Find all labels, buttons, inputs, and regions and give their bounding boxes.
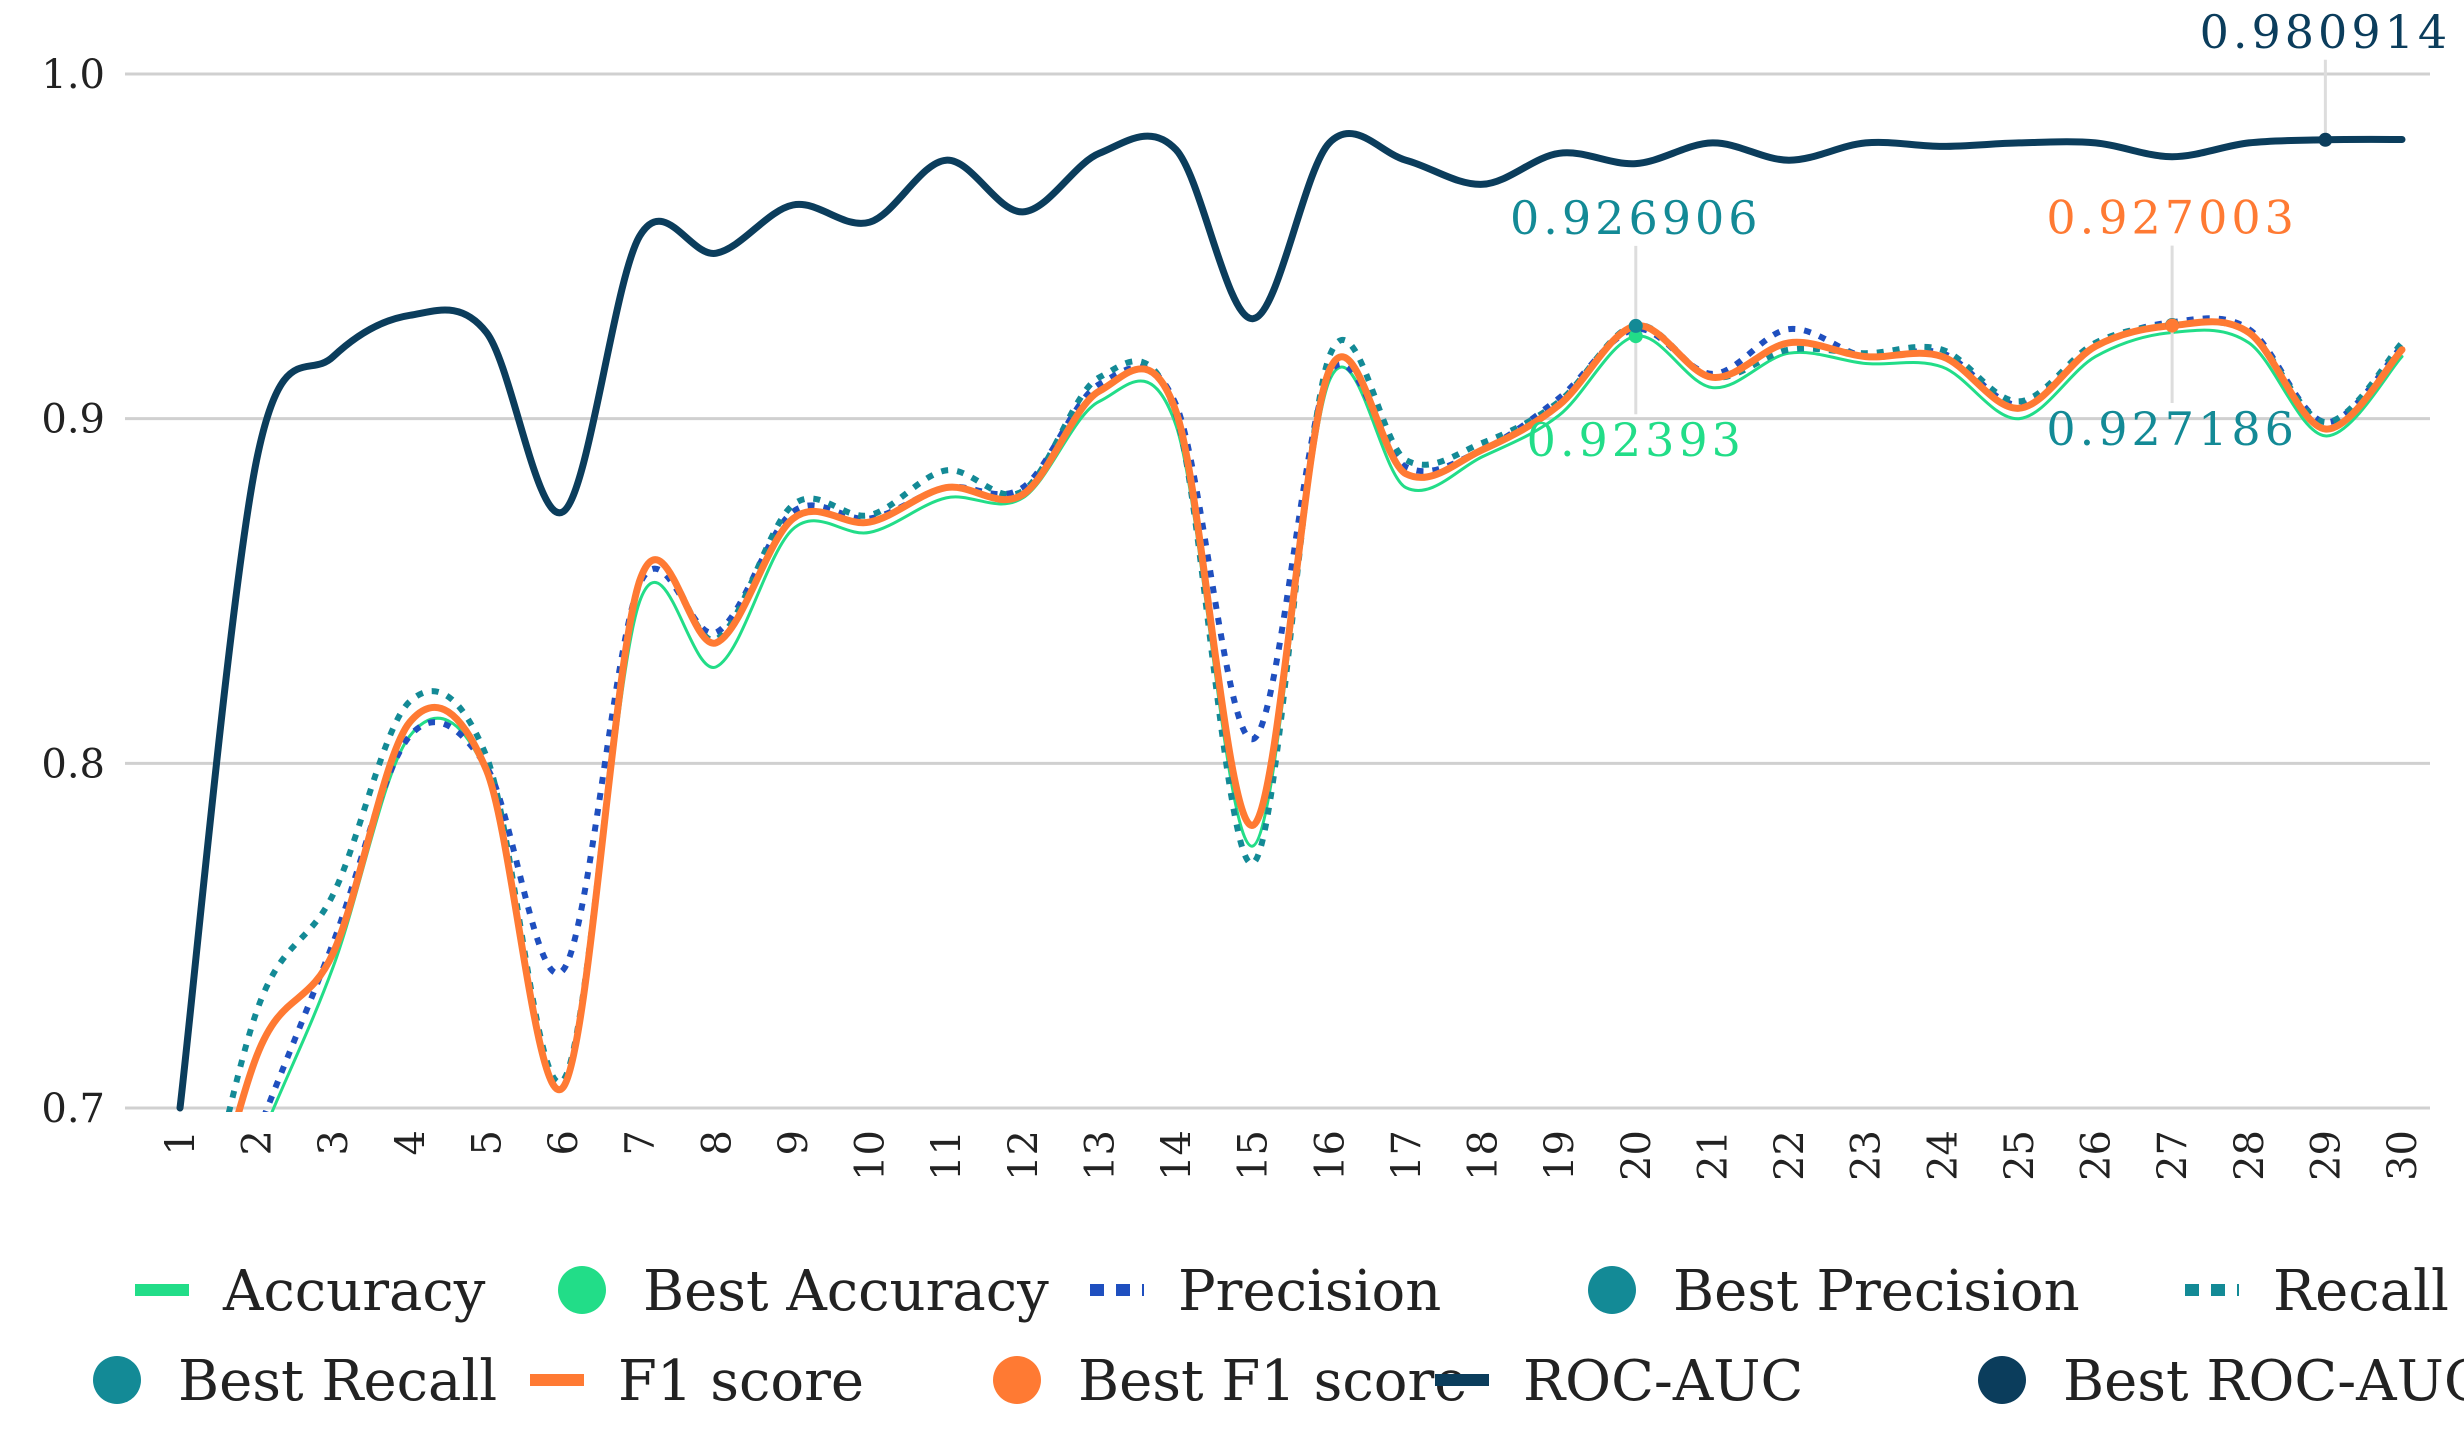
y-tick-label: 1.0 xyxy=(41,52,105,98)
y-tick-label: 0.8 xyxy=(41,741,105,787)
x-tick-label: 7 xyxy=(618,1130,664,1155)
x-tick-label: 3 xyxy=(311,1130,357,1155)
x-tick-label: 19 xyxy=(1537,1130,1583,1181)
annotations: 0.926906 0.92393 0.927003 0.927186 0.980914 xyxy=(1510,5,2452,467)
series-line-accuracy xyxy=(270,328,2404,1112)
annotation-label: 0.927186 xyxy=(2046,402,2298,456)
series-line-roc-auc xyxy=(176,130,2406,1112)
series-line-recall xyxy=(225,319,2405,1112)
annotation-label: 0.926906 xyxy=(1510,191,1762,245)
x-tick-label: 9 xyxy=(771,1130,817,1155)
annotation-label: 0.92393 xyxy=(1527,413,1745,467)
x-tick-label: 12 xyxy=(1001,1130,1047,1181)
legend-label: Accuracy xyxy=(222,1259,486,1324)
legend-swatch-dot xyxy=(993,1356,1041,1404)
legend-label: ROC-AUC xyxy=(1523,1349,1803,1414)
best-marker-best-accuracy xyxy=(1628,329,1643,344)
x-tick-label: 23 xyxy=(1844,1130,1890,1181)
legend-swatch-dot xyxy=(558,1266,606,1314)
legend-label: Best Accuracy xyxy=(643,1259,1049,1324)
x-tick-label: 4 xyxy=(388,1130,434,1155)
x-tick-label: 21 xyxy=(1690,1130,1736,1181)
gridlines xyxy=(125,72,2430,1110)
x-tick-label: 22 xyxy=(1767,1130,1813,1181)
best-marker-best-precision xyxy=(1628,318,1643,333)
series-line-precision xyxy=(262,315,2405,1112)
x-tick-label: 26 xyxy=(2074,1130,2120,1181)
y-tick-label: 0.7 xyxy=(41,1086,105,1132)
x-tick-label: 8 xyxy=(694,1130,740,1155)
x-tick-label: 17 xyxy=(1384,1130,1430,1181)
legend-label: Best ROC-AUC xyxy=(2063,1349,2464,1414)
legend-swatch-dot xyxy=(1978,1356,2026,1404)
x-tick-label: 24 xyxy=(1920,1130,1966,1181)
x-tick-label: 2 xyxy=(235,1130,281,1155)
series-lines xyxy=(176,130,2406,1112)
legend-label: Best F1 score xyxy=(1078,1349,1467,1414)
x-tick-label: 1 xyxy=(158,1130,204,1155)
best-markers xyxy=(1628,132,2333,344)
best-marker-best-f1-score xyxy=(2165,318,2180,333)
x-tick-label: 27 xyxy=(2150,1130,2196,1181)
legend-label: Best Precision xyxy=(1673,1259,2080,1324)
x-tick-label: 14 xyxy=(1154,1130,1200,1181)
legend-label: Best Recall xyxy=(178,1349,497,1414)
x-tick-label: 13 xyxy=(1077,1130,1123,1181)
x-tick-label: 18 xyxy=(1461,1130,1507,1181)
annotation-label: 0.980914 xyxy=(2200,5,2452,59)
series-line-f1-score xyxy=(235,318,2406,1112)
x-tick-label: 29 xyxy=(2303,1130,2349,1181)
x-tick-label: 25 xyxy=(1997,1130,2043,1181)
x-tick-label: 20 xyxy=(1614,1130,1660,1181)
x-tick-label: 15 xyxy=(1231,1130,1277,1181)
legend-label: Precision xyxy=(1178,1259,1441,1324)
best-marker-best-roc-auc xyxy=(2318,132,2333,147)
legend-swatch-dot xyxy=(93,1356,141,1404)
x-tick-label: 11 xyxy=(924,1130,970,1181)
x-tick-label: 10 xyxy=(848,1130,894,1181)
legend-swatch-dot xyxy=(1588,1266,1636,1314)
x-axis-ticks: 1 2 3 4 5 6 7 8 9 10 11 12 13 14 15 16 17 18 19 20 21 22 23 24 2… xyxy=(158,1130,2426,1181)
legend-label: F1 score xyxy=(618,1349,864,1414)
y-axis-ticks: 0.7 0.8 0.9 1.0 xyxy=(41,52,105,1132)
legend-label: Recall xyxy=(2273,1259,2449,1324)
y-tick-label: 0.9 xyxy=(41,397,105,443)
x-tick-label: 30 xyxy=(2380,1130,2426,1181)
x-tick-label: 16 xyxy=(1307,1130,1353,1181)
x-tick-label: 6 xyxy=(541,1130,587,1155)
annotation-label: 0.927003 xyxy=(2046,191,2298,245)
x-tick-label: 28 xyxy=(2227,1130,2273,1181)
x-tick-label: 5 xyxy=(464,1130,510,1155)
legend: Accuracy Best Accuracy Precision Best Preci… xyxy=(93,1259,2464,1414)
